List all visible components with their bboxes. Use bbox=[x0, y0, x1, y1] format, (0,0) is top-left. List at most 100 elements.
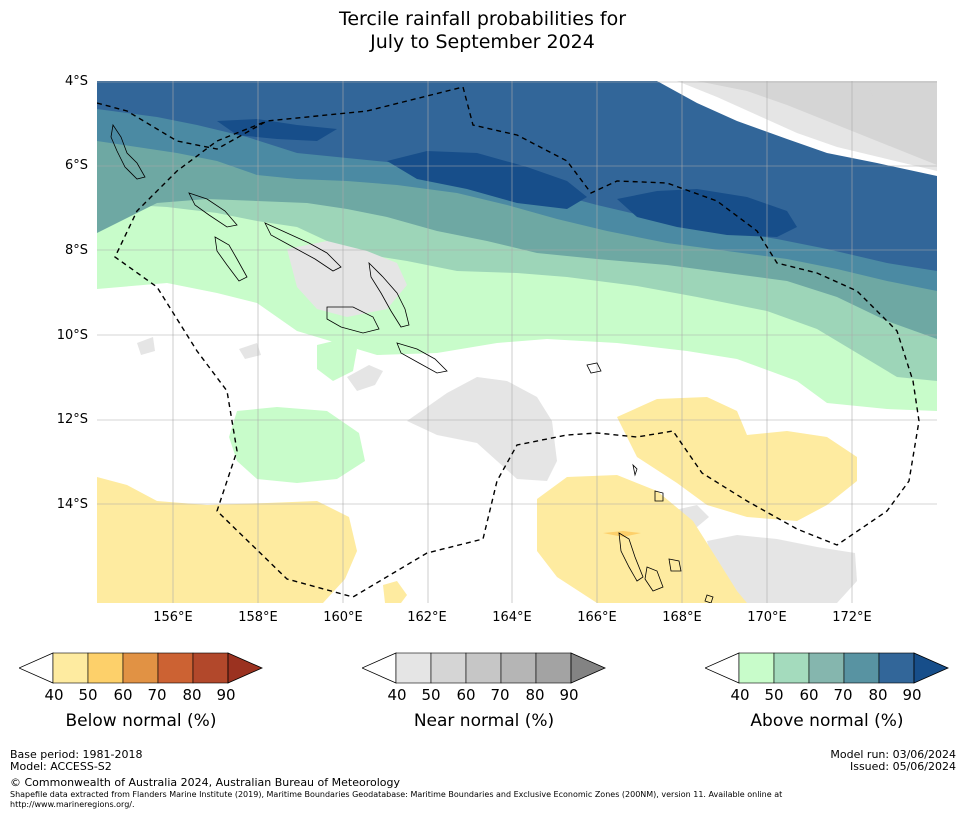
near-40-tiny-2 bbox=[239, 343, 261, 359]
below-extend-high bbox=[227, 652, 263, 684]
near-tick-40: 40 bbox=[387, 686, 407, 704]
above-normal-title: Above normal (%) bbox=[750, 711, 904, 731]
near-segment-1 bbox=[395, 652, 432, 684]
above-extend-high bbox=[913, 652, 949, 684]
title-line-2: July to September 2024 bbox=[370, 31, 595, 53]
below-tick-70: 70 bbox=[147, 686, 167, 704]
lat-label-14s: 14°S bbox=[56, 497, 88, 512]
lat-label-6s: 6°S bbox=[64, 158, 88, 173]
below-segment-4 bbox=[157, 652, 194, 684]
lat-label-8s: 8°S bbox=[64, 243, 88, 258]
above-segment-1 bbox=[738, 652, 775, 684]
above-segment-5 bbox=[878, 652, 915, 684]
below-normal-title: Below normal (%) bbox=[65, 711, 217, 731]
island-banks bbox=[654, 490, 664, 502]
island-santa-isabel bbox=[264, 222, 342, 272]
near-tick-50: 50 bbox=[421, 686, 441, 704]
lat-label-12s: 12°S bbox=[56, 412, 88, 427]
below-tick-80: 80 bbox=[182, 686, 202, 704]
colorbar-below bbox=[19, 652, 263, 684]
lon-label-172e: 172°E bbox=[832, 610, 872, 625]
below-segment-2 bbox=[87, 652, 124, 684]
near-extend-low bbox=[362, 652, 397, 684]
lon-label-156e: 156°E bbox=[153, 610, 193, 625]
near-extend-high bbox=[570, 652, 606, 684]
near-50-ne-small bbox=[869, 85, 909, 99]
model-run: Model run: 03/06/2024 bbox=[830, 748, 956, 761]
base-period: Base period: 1981-2018 bbox=[10, 748, 143, 761]
below-tick-50: 50 bbox=[78, 686, 98, 704]
island-espiritu-santo bbox=[618, 532, 644, 582]
below-40-bottom-tip bbox=[383, 581, 407, 603]
above-40-west-patch bbox=[229, 407, 365, 483]
near-40-south-east bbox=[707, 535, 857, 603]
copyright: © Commonwealth of Australia 2024, Austra… bbox=[10, 776, 400, 789]
above-segment-2 bbox=[773, 652, 810, 684]
above-90-core-east bbox=[617, 189, 797, 237]
below-tick-90: 90 bbox=[216, 686, 236, 704]
near-tick-90: 90 bbox=[559, 686, 579, 704]
island-malaita bbox=[368, 261, 410, 328]
island-choiseul bbox=[188, 192, 238, 228]
lat-label-10s: 10°S bbox=[56, 328, 88, 343]
below-40-east bbox=[617, 397, 857, 521]
near-40-centre bbox=[407, 377, 557, 481]
above-tick-90: 90 bbox=[902, 686, 922, 704]
shapefile-credit-2: http://www.marineregions.org/. bbox=[10, 800, 135, 809]
title-line-1: Tercile rainfall probabilities for bbox=[338, 8, 627, 30]
map-canvas bbox=[97, 81, 937, 603]
island-bougainville bbox=[110, 123, 146, 180]
island-tikopia bbox=[704, 594, 714, 603]
probability-map bbox=[97, 81, 937, 603]
below-segment-5 bbox=[192, 652, 229, 684]
below-50-speck bbox=[603, 531, 641, 537]
above-40-small-patch bbox=[317, 339, 357, 381]
lon-label-166e: 166°E bbox=[577, 610, 617, 625]
island-santa-cruz bbox=[586, 362, 602, 374]
island-new-georgia bbox=[214, 236, 248, 282]
above-tick-50: 50 bbox=[764, 686, 784, 704]
lat-label-4s: 4°S bbox=[64, 74, 88, 89]
colorbar-above bbox=[705, 652, 949, 684]
near-tick-80: 80 bbox=[525, 686, 545, 704]
above-tick-40: 40 bbox=[730, 686, 750, 704]
island-efate bbox=[668, 558, 682, 572]
below-40-southwest bbox=[97, 477, 357, 603]
island-guadalcanal bbox=[326, 306, 380, 334]
above-tick-80: 80 bbox=[868, 686, 888, 704]
lon-label-168e: 168°E bbox=[662, 610, 702, 625]
colorbar-near-svg bbox=[362, 652, 606, 684]
above-segment-4 bbox=[843, 652, 880, 684]
grid-lines bbox=[97, 81, 937, 603]
below-segment-1 bbox=[52, 652, 89, 684]
lon-label-164e: 164°E bbox=[492, 610, 532, 625]
lon-label-162e: 162°E bbox=[407, 610, 447, 625]
near-normal-title: Near normal (%) bbox=[413, 711, 555, 731]
lon-label-160e: 160°E bbox=[323, 610, 363, 625]
below-segment-3 bbox=[122, 652, 159, 684]
shapefile-credit-1: Shapefile data extracted from Flanders M… bbox=[10, 790, 783, 799]
eez-boundary-solomon bbox=[97, 86, 920, 598]
below-extend-low bbox=[19, 652, 54, 684]
below-tick-40: 40 bbox=[44, 686, 64, 704]
near-tick-60: 60 bbox=[456, 686, 476, 704]
near-segment-5 bbox=[535, 652, 572, 684]
above-tick-60: 60 bbox=[799, 686, 819, 704]
near-50-ne bbox=[697, 81, 937, 165]
colorbar-below-svg bbox=[19, 652, 263, 684]
above-extend-low bbox=[705, 652, 740, 684]
near-segment-3 bbox=[465, 652, 502, 684]
near-segment-2 bbox=[430, 652, 467, 684]
lon-label-158e: 158°E bbox=[238, 610, 278, 625]
island-makira bbox=[396, 342, 448, 374]
model-name: Model: ACCESS-S2 bbox=[10, 760, 112, 773]
near-40-small-west bbox=[347, 365, 383, 391]
below-40-south-centre bbox=[537, 475, 747, 603]
near-tick-70: 70 bbox=[490, 686, 510, 704]
colorbar-above-svg bbox=[705, 652, 949, 684]
issued-date: Issued: 05/06/2024 bbox=[849, 760, 956, 773]
above-tick-70: 70 bbox=[833, 686, 853, 704]
below-tick-60: 60 bbox=[113, 686, 133, 704]
above-90-core-north bbox=[217, 119, 337, 141]
island-torres bbox=[632, 463, 638, 477]
